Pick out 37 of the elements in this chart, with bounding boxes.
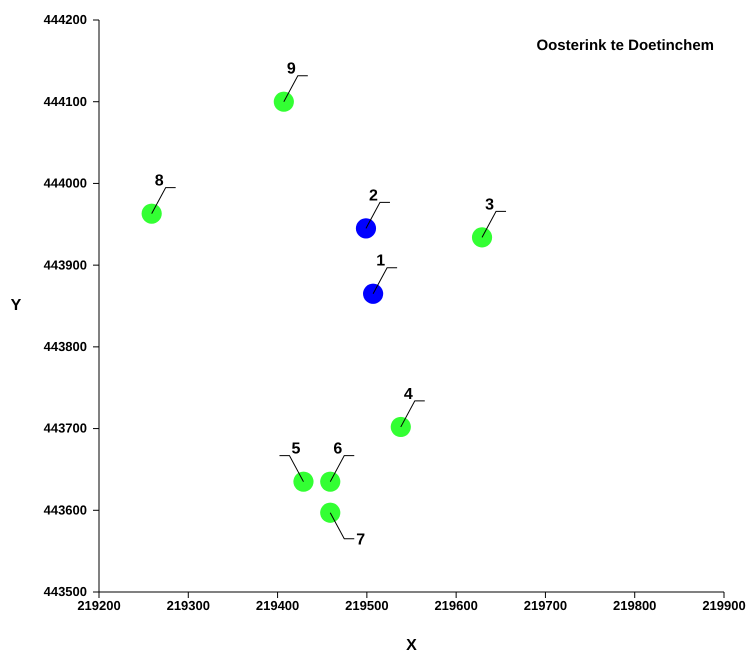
point [472,227,492,248]
x-tick-label: 219900 [702,598,746,614]
point [356,218,376,238]
text: Oosterink te Doetinchem [536,37,714,54]
y-tick-label: 443800 [44,339,87,354]
x-tick-label: 219600 [434,598,478,614]
x-tick-label: 219700 [524,598,568,614]
x-tick-label: 219800 [613,598,656,614]
point [293,472,314,492]
y-tick-label: 444200 [44,12,87,28]
annotation: 8 [154,172,164,190]
y-tick-label: 443600 [44,502,87,518]
x-tick-label: 219500 [345,598,389,614]
point [320,472,340,492]
y-tick-label: 444000 [44,176,87,191]
y-tick-label: 443500 [44,584,87,600]
x-tick-label: 219300 [166,598,210,614]
x-tick-label: 219400 [256,598,300,614]
y-tick-label: 444100 [44,94,87,109]
y-axis-title: Y [10,297,22,314]
annotation: 7 [356,532,366,549]
point [142,204,162,224]
annotation: 1 [376,252,386,270]
annotation: 9 [286,60,296,78]
x-tick-label: 219200 [77,598,121,614]
annotation: 2 [369,187,378,204]
annotation: 4 [404,386,413,403]
annotation: 3 [485,196,494,214]
y-tick-label: 443900 [44,257,87,272]
point [390,416,411,438]
y-tick-label: 443700 [44,420,87,436]
point [320,502,340,523]
annotation: 6 [333,440,342,458]
point [363,284,384,304]
x-axis-title: X [406,637,418,654]
point [274,92,294,112]
annotation: 5 [291,440,300,458]
